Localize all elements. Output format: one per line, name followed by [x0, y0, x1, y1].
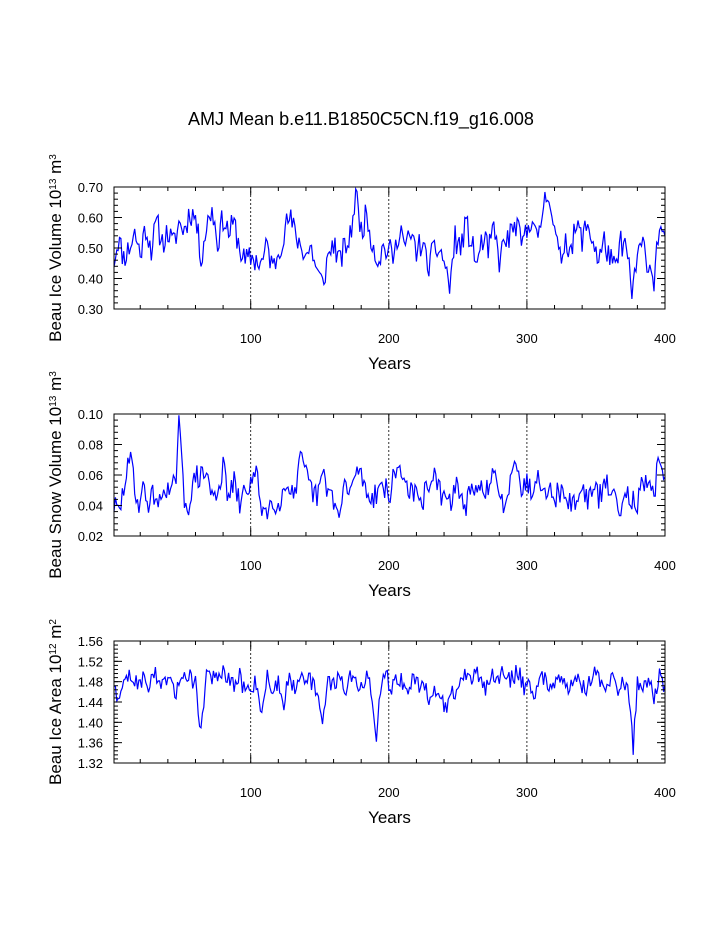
x-tick-label: 300 [516, 558, 538, 573]
y-axis-title-part: m [46, 160, 65, 179]
x-tick-label: 400 [654, 331, 676, 346]
x-tick-label: 400 [654, 558, 676, 573]
y-tick-label: 0.40 [78, 272, 103, 287]
y-tick-label: 1.32 [78, 756, 103, 771]
y-tick-label: 1.56 [78, 634, 103, 649]
x-tick-label: 200 [378, 331, 400, 346]
series-line [113, 186, 666, 299]
x-axis-title: Years [368, 354, 411, 373]
x-tick-label: 400 [654, 785, 676, 800]
y-axis-title: Beau Snow Volume 1013 m3 [46, 371, 65, 579]
x-axis-title: Years [368, 581, 411, 600]
x-axis-title: Years [368, 808, 411, 827]
panel-ice-area: 100 200 300 400 1.32 1.36 1.40 1.44 1.48 1.52 1.56… [46, 619, 676, 827]
figure-title: AMJ Mean b.e11.B1850C5CN.f19_g16.008 [188, 109, 534, 130]
y-tick-label: 0.04 [78, 499, 103, 514]
y-axis-title: Beau Ice Area 1012 m2 [46, 619, 65, 785]
y-tick-label: 1.44 [78, 695, 103, 710]
y-tick-label: 0.60 [78, 211, 103, 226]
x-tick-label: 100 [240, 331, 262, 346]
y-axis-title-exponent: 3 [48, 371, 59, 377]
y-tick-label: 1.48 [78, 675, 103, 690]
y-axis-title-part: Beau Ice Area 10 [46, 655, 65, 785]
x-tick-label: 300 [516, 331, 538, 346]
x-tick-label: 300 [516, 785, 538, 800]
y-tick-label: 1.40 [78, 715, 103, 730]
series-line [113, 415, 666, 520]
x-tick-label: 200 [378, 785, 400, 800]
y-tick-label: 0.70 [78, 180, 103, 195]
panel-ice-volume: 100 200 300 400 0.30 0.40 0.50 0.60 0.70 Years Bea… [46, 154, 676, 373]
y-axis-title-exponent: 12 [48, 643, 59, 655]
y-axis-title-exponent: 2 [48, 619, 59, 625]
y-tick-label: 0.06 [78, 468, 103, 483]
y-tick-label: 0.08 [78, 438, 103, 453]
y-axis-title-exponent: 13 [48, 395, 59, 407]
series-line [113, 665, 666, 755]
y-axis-title-part: Beau Snow Volume 10 [46, 407, 65, 579]
y-axis-title-exponent: 13 [48, 178, 59, 190]
y-axis-title-exponent: 3 [48, 154, 59, 160]
y-axis-title-part: m [46, 377, 65, 396]
plot-frame [113, 640, 666, 764]
y-tick-label: 0.10 [78, 407, 103, 422]
x-tick-label: 200 [378, 558, 400, 573]
x-tick-label: 100 [240, 785, 262, 800]
y-axis-title-part: Beau Ice Volume 10 [46, 190, 65, 342]
y-tick-label: 1.36 [78, 736, 103, 751]
y-tick-label: 0.30 [78, 302, 103, 317]
panel-snow-volume: 100 200 300 400 0.02 0.04 0.06 0.08 0.10 Years Bea… [46, 371, 676, 600]
y-tick-label: 0.50 [78, 241, 103, 256]
y-tick-label: 1.52 [78, 654, 103, 669]
y-axis-title-part: m [46, 625, 65, 644]
y-axis-title: Beau Ice Volume 1013 m3 [46, 154, 65, 342]
x-tick-label: 100 [240, 558, 262, 573]
y-tick-label: 0.02 [78, 529, 103, 544]
